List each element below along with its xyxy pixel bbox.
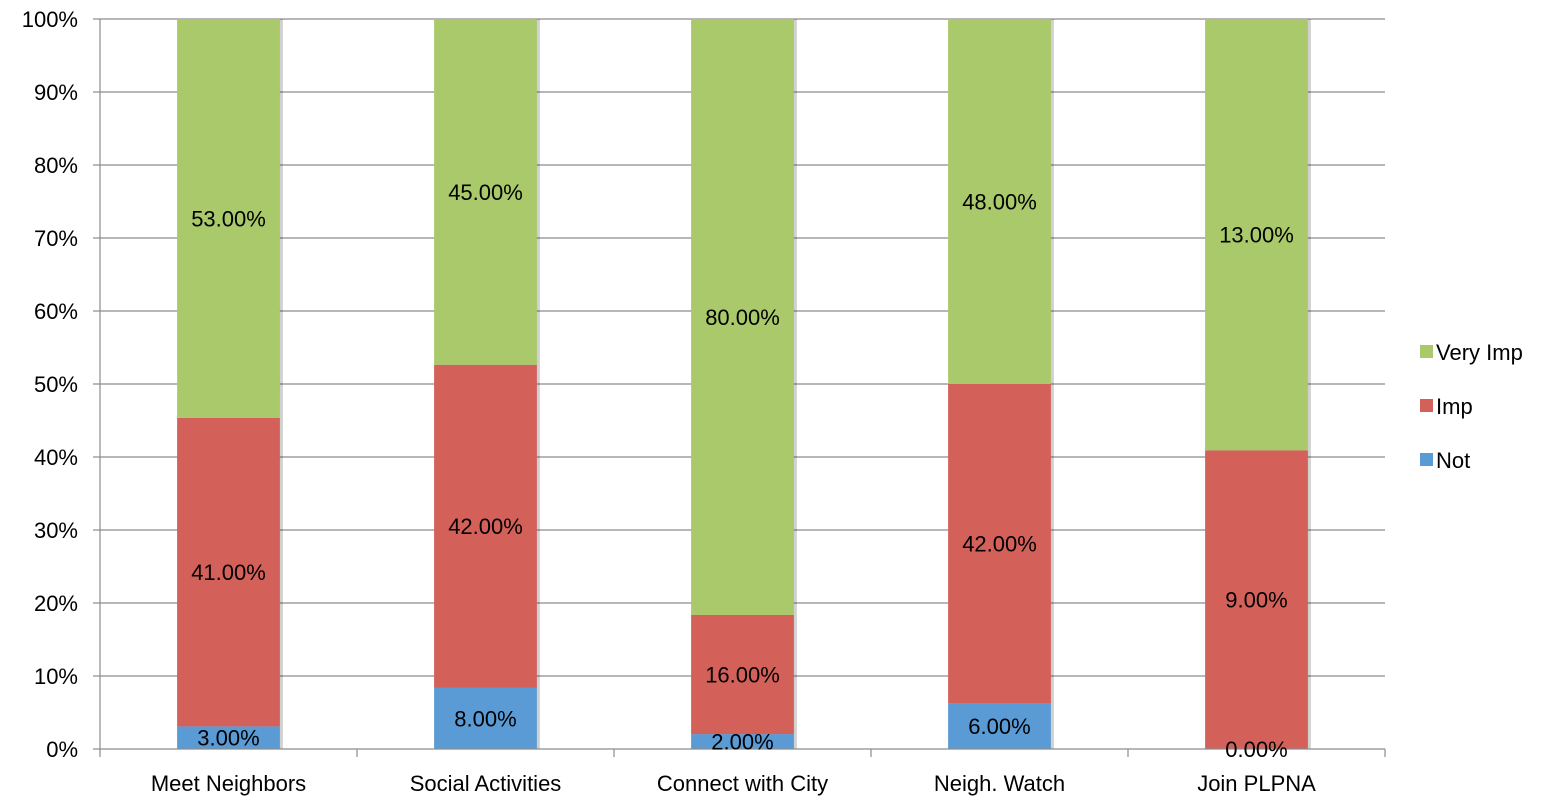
y-tick-label: 60% <box>34 299 78 324</box>
data-label-not: 8.00% <box>454 706 516 731</box>
y-tick-label: 20% <box>34 591 78 616</box>
legend-swatch-imp <box>1420 399 1433 412</box>
y-tick-label: 90% <box>34 80 78 105</box>
data-label-very-imp: 48.00% <box>962 190 1037 215</box>
bar-imp <box>948 384 1051 704</box>
bar-not <box>434 687 537 749</box>
legend-label-very-imp: Very Imp <box>1436 340 1523 365</box>
data-label-very-imp: 53.00% <box>191 206 266 231</box>
x-category-label: Social Activities <box>410 771 562 796</box>
y-tick-label: 30% <box>34 518 78 543</box>
bar-imp <box>177 417 280 727</box>
legend-swatch-very-imp <box>1420 345 1433 358</box>
y-tick-label: 70% <box>34 226 78 251</box>
data-label-very-imp: 45.00% <box>448 180 523 205</box>
y-tick-label: 80% <box>34 153 78 178</box>
data-label-imp: 42.00% <box>448 514 523 539</box>
bar-very-imp <box>948 19 1051 384</box>
legend-swatch-not <box>1420 453 1433 466</box>
data-label-imp: 16.00% <box>705 663 780 688</box>
data-label-very-imp: 80.00% <box>705 305 780 330</box>
y-axis-ticks: 0% 10% 20% 30% 40% 50% 60% 70% 80% 90% 100% <box>22 7 78 762</box>
legend-label-not: Not <box>1436 448 1470 473</box>
data-label-not: 0.00% <box>1225 737 1287 762</box>
legend: Very Imp Imp Not <box>1420 340 1523 473</box>
bar-very-imp <box>691 19 794 615</box>
x-category-label: Meet Neighbors <box>151 771 306 796</box>
data-label-not: 6.00% <box>968 714 1030 739</box>
x-category-label: Neigh. Watch <box>934 771 1065 796</box>
data-labels: 3.00% 41.00% 53.00% 8.00% 42.00% 45.00% 2.00% 1… <box>191 180 1294 762</box>
bar-imp <box>434 364 537 688</box>
bar-not <box>948 703 1051 749</box>
x-axis-categories: Meet Neighbors Social Activities Connect w… <box>151 771 1316 796</box>
data-label-not: 3.00% <box>197 726 259 751</box>
y-tick-label: 50% <box>34 372 78 397</box>
y-tick-label: 40% <box>34 445 78 470</box>
bars <box>177 19 1311 749</box>
data-label-imp: 9.00% <box>1225 588 1287 613</box>
y-tick-label: 10% <box>34 664 78 689</box>
data-label-not: 2.00% <box>711 730 773 755</box>
axes <box>93 18 1386 757</box>
bar-very-imp <box>434 19 537 365</box>
bar-not <box>177 726 280 749</box>
y-tick-label: 100% <box>22 7 78 32</box>
bar-imp <box>691 614 794 735</box>
x-category-label: Join PLPNA <box>1197 771 1316 796</box>
y-tick-label: 0% <box>46 737 78 762</box>
bar-imp <box>1205 450 1308 749</box>
bar-very-imp <box>1205 19 1308 451</box>
bar-very-imp <box>177 19 280 418</box>
bar-not <box>691 734 794 749</box>
x-category-label: Connect with City <box>657 771 828 796</box>
legend-label-imp: Imp <box>1436 394 1473 419</box>
data-label-imp: 42.00% <box>962 532 1037 557</box>
data-label-imp: 41.00% <box>191 560 266 585</box>
data-label-very-imp: 13.00% <box>1219 223 1294 248</box>
